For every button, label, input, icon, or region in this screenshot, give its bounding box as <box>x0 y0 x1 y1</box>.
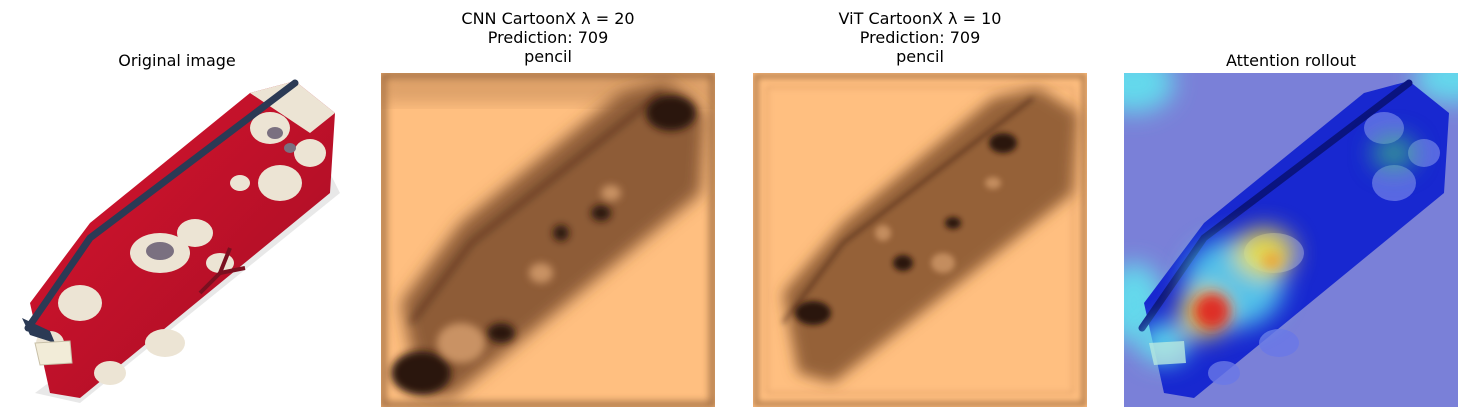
cnn-cartoonx-image <box>381 73 715 407</box>
original-image <box>10 73 344 407</box>
attention-rollout-image <box>1124 73 1458 407</box>
panel-cnn-cartoonx: CNN CartoonX λ = 20 Prediction: 709 penc… <box>381 0 715 417</box>
panel-vit-cartoonx: ViT CartoonX λ = 10 Prediction: 709 penc… <box>753 0 1087 417</box>
panel-title-original: Original image <box>10 51 344 70</box>
panel-title-attention: Attention rollout <box>1124 51 1458 70</box>
panel-title-cnn: CNN CartoonX λ = 20 Prediction: 709 penc… <box>381 9 715 66</box>
panel-original: Original image <box>10 0 344 417</box>
vit-cartoonx-image <box>753 73 1087 407</box>
panel-title-vit: ViT CartoonX λ = 10 Prediction: 709 penc… <box>753 9 1087 66</box>
panel-attention-rollout: Attention rollout <box>1124 0 1458 417</box>
